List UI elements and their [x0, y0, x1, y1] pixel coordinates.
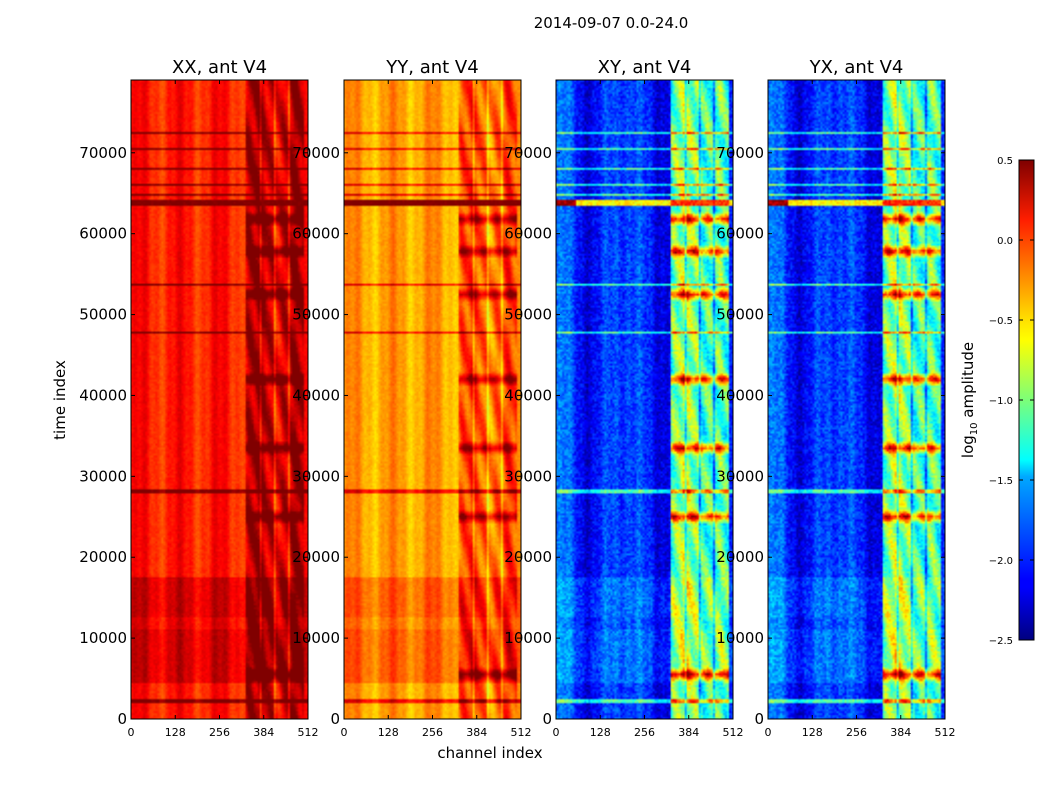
colorbar: 0.5 0.0 −0.5 −1.0 −1.5 −2.0 −2.5 log10 amplitu… — [959, 156, 1035, 647]
colorbar-tick-label: −2.0 — [989, 556, 1013, 567]
x-tick-label: 128 — [802, 726, 823, 739]
y-tick-label: 40000 — [504, 386, 552, 404]
y-tick-label: 30000 — [79, 467, 127, 485]
y-tick-label: 60000 — [504, 225, 552, 243]
x-tick-label: 128 — [165, 726, 186, 739]
y-tick-label: 70000 — [716, 144, 764, 162]
y-tick-label: 50000 — [716, 306, 764, 324]
x-tick-label: 128 — [590, 726, 611, 739]
y-tick-label: 70000 — [292, 144, 340, 162]
colorbar-tick-label: 0.0 — [997, 236, 1013, 247]
y-tick-label: 50000 — [79, 306, 127, 324]
colorbar-tick-label: −0.5 — [989, 316, 1013, 327]
y-tick-label: 10000 — [504, 629, 552, 647]
y-tick-label: 50000 — [292, 306, 340, 324]
panel-title: XX, ant V4 — [172, 57, 267, 78]
figure-title: 2014-09-07 0.0-24.0 — [534, 14, 689, 32]
x-tick-label: 256 — [209, 726, 230, 739]
y-tick-label: 0 — [117, 710, 127, 728]
y-tick-label: 30000 — [504, 467, 552, 485]
y-tick-label: 30000 — [716, 467, 764, 485]
x-tick-label: 384 — [678, 726, 699, 739]
x-tick-label: 384 — [890, 726, 911, 739]
x-tick-label: 0 — [128, 726, 135, 739]
y-tick-label: 20000 — [79, 548, 127, 566]
panel-title: YY, ant V4 — [385, 57, 478, 78]
y-tick-label: 20000 — [716, 548, 764, 566]
x-tick-label: 384 — [253, 726, 274, 739]
y-tick-label: 70000 — [79, 144, 127, 162]
heatmap-image — [768, 80, 945, 719]
colorbar-tick-label: 0.5 — [997, 156, 1013, 167]
panel-title: XY, ant V4 — [598, 57, 692, 78]
x-tick-label: 256 — [634, 726, 655, 739]
y-tick-label: 60000 — [716, 225, 764, 243]
x-tick-label: 128 — [378, 726, 399, 739]
x-tick-label: 0 — [341, 726, 348, 739]
y-tick-label: 10000 — [716, 629, 764, 647]
y-tick-label: 70000 — [504, 144, 552, 162]
x-tick-label: 512 — [298, 726, 319, 739]
heatmap-image — [344, 80, 521, 719]
x-tick-label: 256 — [422, 726, 443, 739]
y-tick-label: 60000 — [292, 225, 340, 243]
panel-title: YX, ant V4 — [809, 57, 904, 78]
x-tick-label: 0 — [765, 726, 772, 739]
x-axis-label: channel index — [437, 744, 542, 762]
colorbar-tick-label: −1.0 — [989, 396, 1013, 407]
y-tick-label: 40000 — [716, 386, 764, 404]
y-tick-label: 10000 — [79, 629, 127, 647]
colorbar-tick-label: −1.5 — [989, 476, 1013, 487]
y-tick-label: 10000 — [292, 629, 340, 647]
panel-yx: YX, ant V4 0 128 256 384 512 0 10000 20000 30000 4… — [716, 57, 955, 739]
y-tick-label: 50000 — [504, 306, 552, 324]
colorbar-tick-label: −2.5 — [989, 636, 1013, 647]
heatmap-image — [556, 80, 733, 719]
y-tick-label: 40000 — [292, 386, 340, 404]
y-tick-label: 30000 — [292, 467, 340, 485]
panel-xx: XX, ant V4 0 128 256 384 512 0 10000 20000 30000 4… — [79, 57, 318, 739]
x-tick-label: 384 — [466, 726, 487, 739]
y-axis-label: time index — [51, 360, 69, 440]
y-tick-label: 60000 — [79, 225, 127, 243]
y-tick-label: 0 — [542, 710, 552, 728]
y-tick-label: 0 — [330, 710, 340, 728]
y-tick-label: 20000 — [504, 548, 552, 566]
y-tick-label: 20000 — [292, 548, 340, 566]
y-tick-label: 0 — [754, 710, 764, 728]
y-tick-label: 40000 — [79, 386, 127, 404]
heatmap-image — [131, 80, 308, 719]
x-tick-label: 0 — [553, 726, 560, 739]
colorbar-label: log10 amplitude — [959, 342, 980, 458]
panel-xy: XY, ant V4 0 128 256 384 512 0 10000 20000 30000 4… — [504, 57, 743, 739]
x-tick-label: 256 — [846, 726, 867, 739]
x-tick-label: 512 — [723, 726, 744, 739]
x-tick-label: 512 — [935, 726, 956, 739]
x-tick-label: 512 — [511, 726, 532, 739]
panel-yy: YY, ant V4 0 128 256 384 512 0 10000 20000 30000 4… — [292, 57, 531, 739]
